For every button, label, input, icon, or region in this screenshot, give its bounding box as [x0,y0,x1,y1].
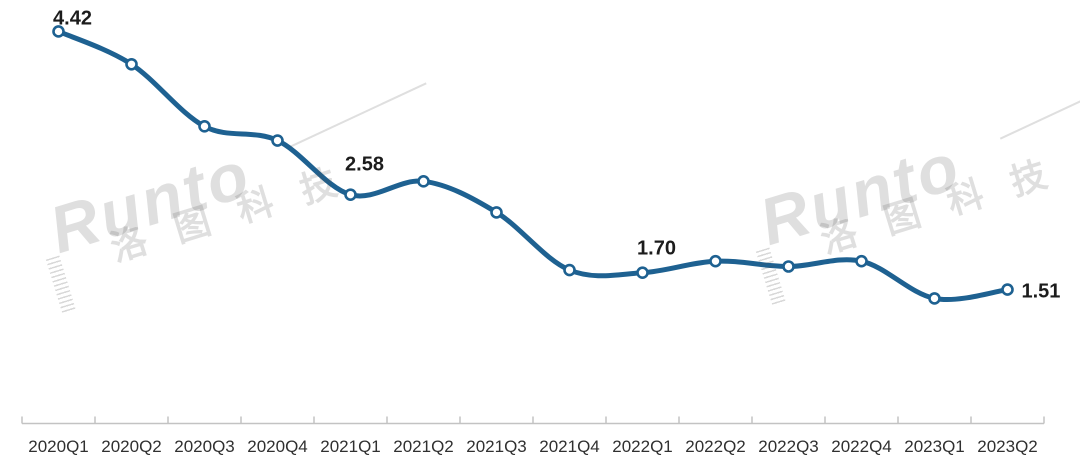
data-point-marker [782,260,795,273]
x-axis-label: 2022Q2 [685,437,746,456]
x-axis-label: 2023Q1 [904,437,965,456]
x-axis-label: 2020Q4 [247,437,308,456]
data-label: 4.42 [53,7,92,29]
x-axis-label: 2023Q2 [977,437,1038,456]
data-point-marker [271,134,284,147]
data-point-marker [198,120,211,133]
data-point-marker [928,292,941,305]
x-axis-label: 2020Q1 [28,437,89,456]
x-axis-label: 2021Q2 [393,437,454,456]
x-axis-label: 2022Q1 [612,437,673,456]
data-point-marker [636,266,649,280]
x-axis-label: 2021Q3 [466,437,527,456]
data-point-marker [855,254,868,268]
data-point-marker [344,188,357,201]
data-point-marker [1001,283,1014,296]
x-axis-label: 2022Q3 [758,437,819,456]
data-point-marker [417,175,430,188]
data-point-marker [125,57,138,71]
data-point-marker [52,25,65,38]
data-label: 1.51 [1022,281,1061,303]
data-point-marker [563,263,576,277]
x-axis-label: 2021Q4 [539,437,600,456]
data-point-marker [709,254,722,268]
x-axis-label: 2021Q1 [320,437,381,456]
x-axis-label: 2022Q4 [831,437,892,456]
x-axis-label: 2020Q3 [174,437,235,456]
data-label: 2.58 [345,154,384,176]
data-label: 1.70 [637,238,676,260]
x-axis-label: 2020Q2 [101,437,162,456]
data-point-marker [490,206,503,219]
